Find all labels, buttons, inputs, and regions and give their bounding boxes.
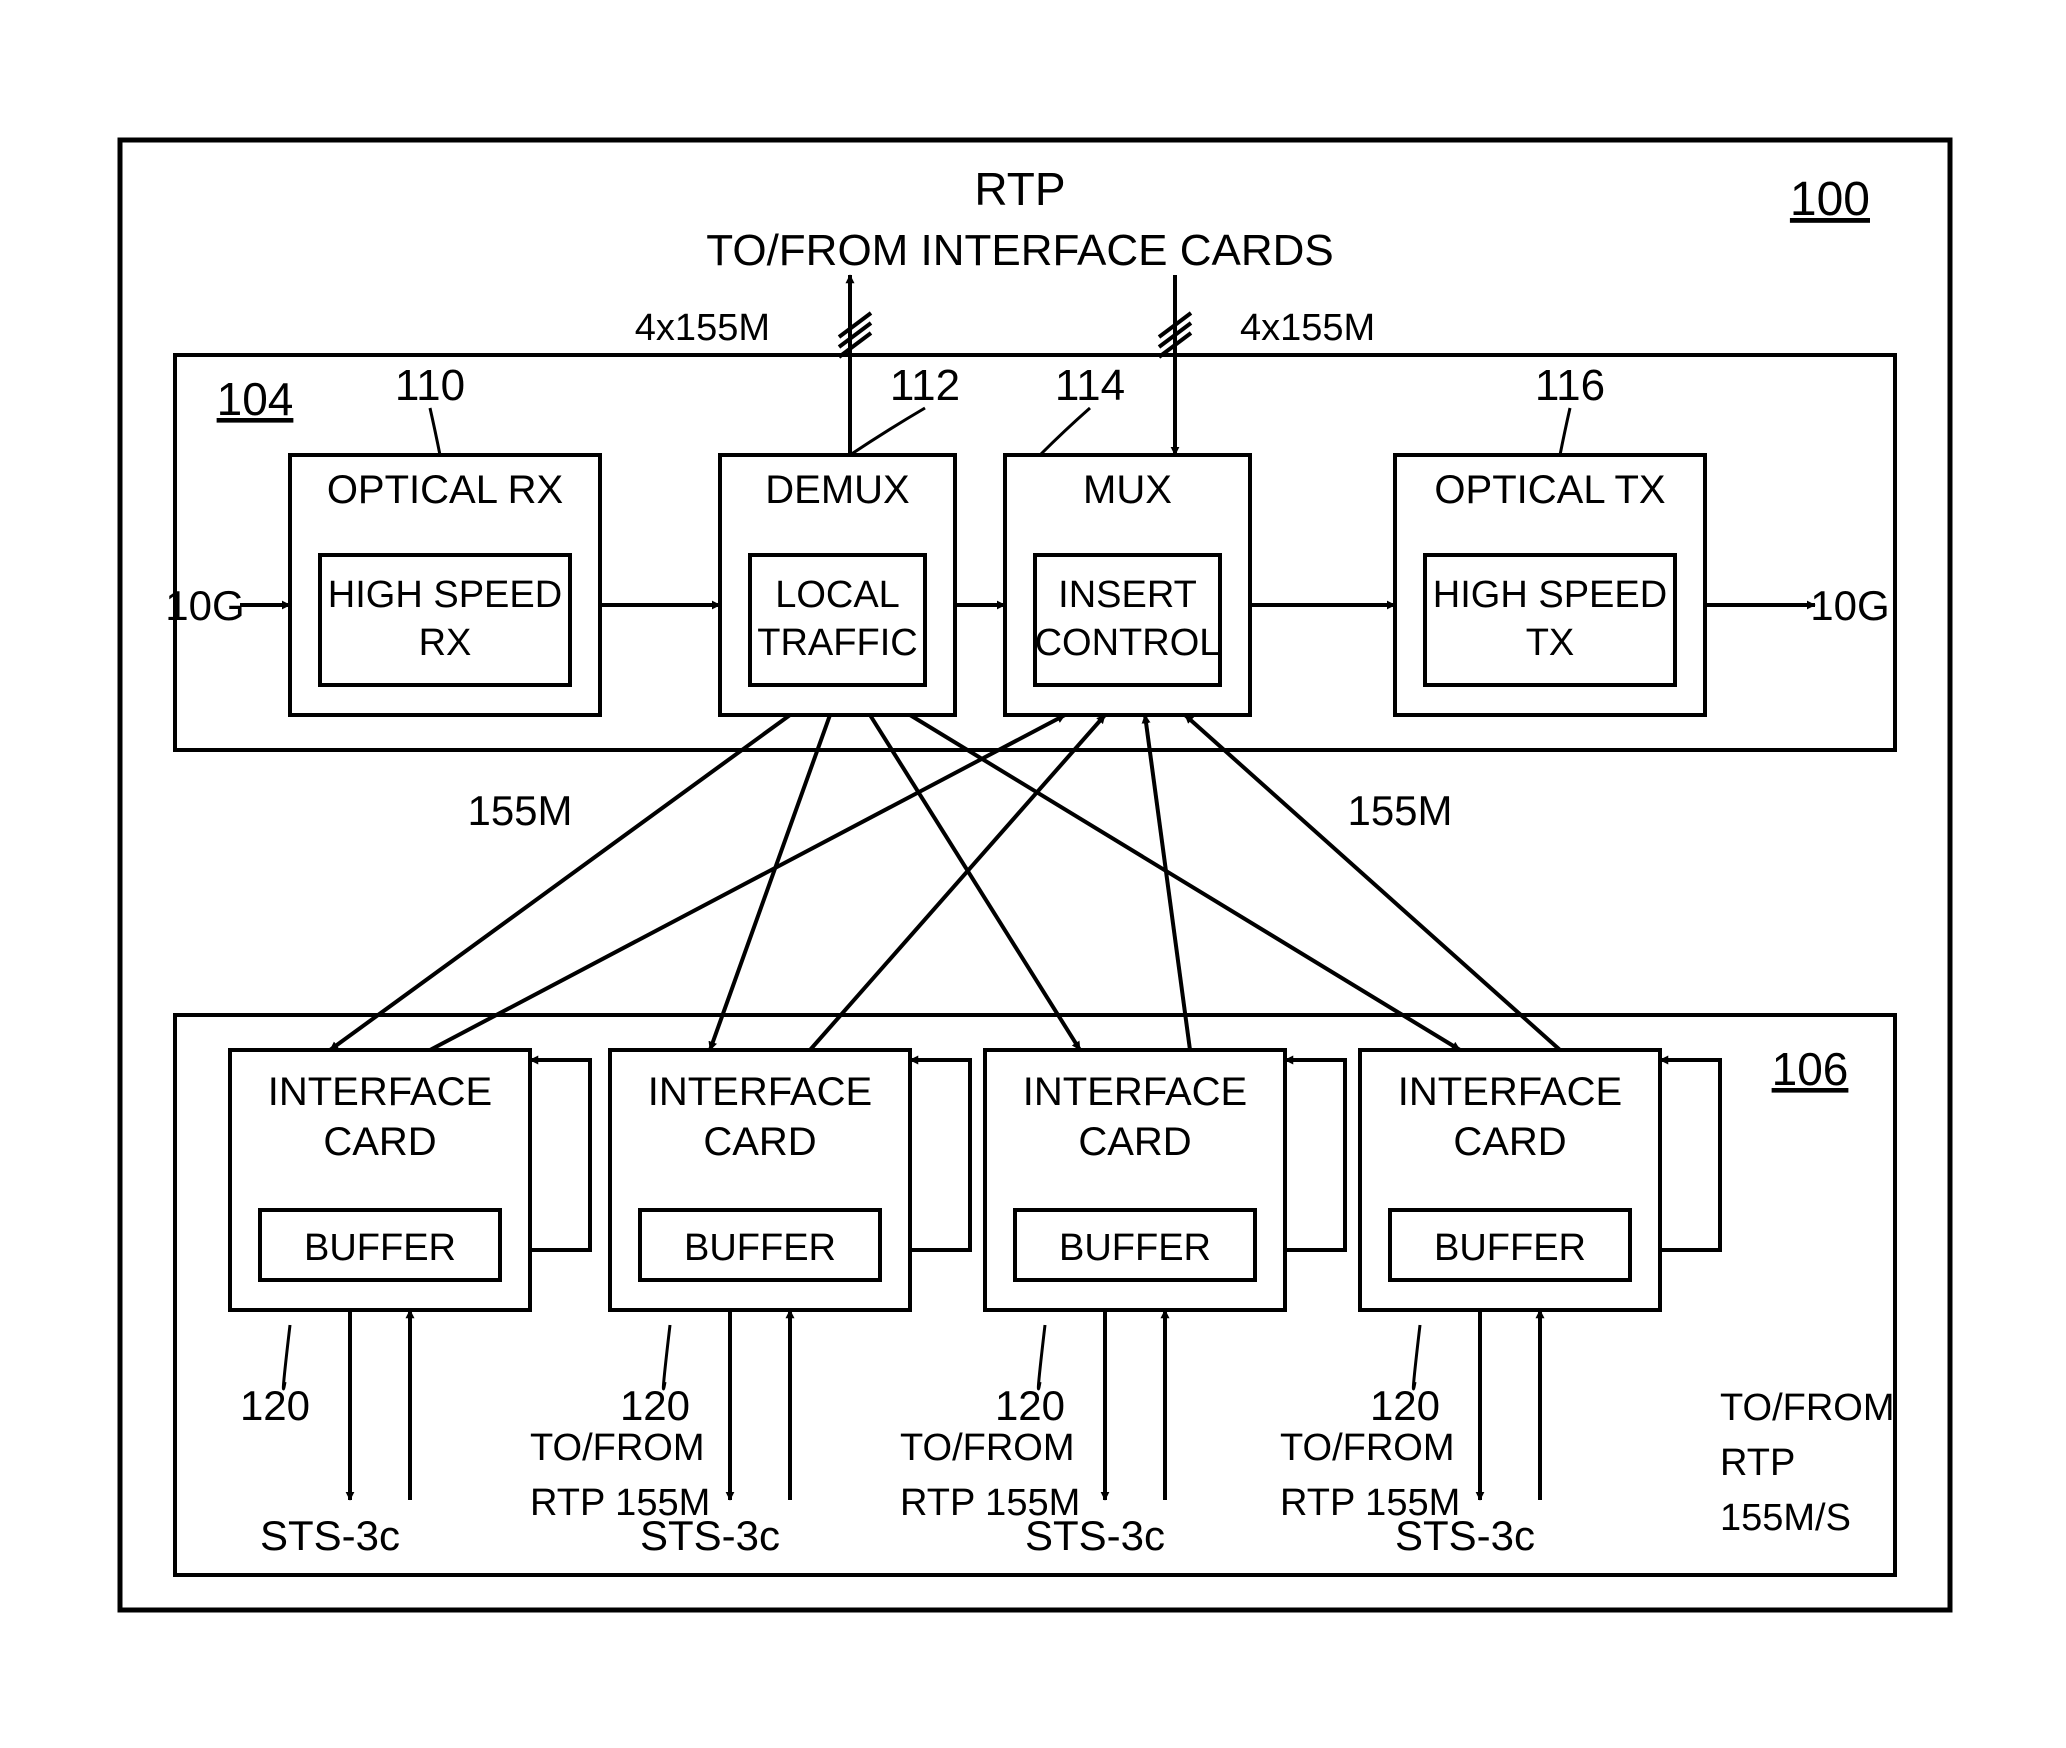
block-title-b116: OPTICAL TX xyxy=(1434,468,1665,512)
loop-l3-3: 155M/S xyxy=(1720,1497,1851,1539)
label-4x155m-right: 4x155M xyxy=(1240,307,1375,349)
card-l2-3: CARD xyxy=(1453,1120,1566,1164)
card-l1-2: INTERFACE xyxy=(1023,1070,1247,1114)
buffer-label-0: BUFFER xyxy=(304,1227,456,1269)
leader-120-3 xyxy=(1413,1325,1420,1389)
leader-114 xyxy=(1040,408,1090,455)
loop-l2-2: RTP 155M xyxy=(1280,1482,1460,1524)
rtp-block-diagram: RTP TO/FROM INTERFACE CARDS 100 104 106 110 11… xyxy=(0,0,2066,1748)
lead-120-2: 120 xyxy=(995,1382,1065,1429)
inner-l2-b116: TX xyxy=(1526,622,1575,664)
buffer-label-3: BUFFER xyxy=(1434,1227,1586,1269)
inner-l1-b110: HIGH SPEED xyxy=(328,574,562,616)
loopback-1 xyxy=(910,1060,970,1250)
lead-116: 116 xyxy=(1535,361,1605,410)
upper-group-104 xyxy=(175,355,1895,750)
demux-fanout-1 xyxy=(710,715,830,1050)
loopback-2 xyxy=(1285,1060,1345,1250)
title-rtp: RTP xyxy=(974,163,1065,215)
ref-104: 104 xyxy=(217,373,294,425)
sts-label-0: STS-3c xyxy=(260,1512,400,1559)
block-title-b110: OPTICAL RX xyxy=(327,468,563,512)
card-l1-1: INTERFACE xyxy=(648,1070,872,1114)
leader-112 xyxy=(850,408,925,455)
lead-120-0: 120 xyxy=(240,1382,310,1429)
demux-fanout-0 xyxy=(330,715,790,1050)
loopback-3 xyxy=(1660,1060,1720,1250)
inner-l2-b114: CONTROL xyxy=(1035,622,1221,664)
block-title-b114: MUX xyxy=(1083,468,1172,512)
block-title-b112: DEMUX xyxy=(765,468,909,512)
ref-100: 100 xyxy=(1790,173,1870,226)
leader-120-2 xyxy=(1038,1325,1045,1389)
leader-120-0 xyxy=(283,1325,290,1389)
label-155m-right: 155M xyxy=(1347,787,1452,834)
leader-120-1 xyxy=(663,1325,670,1389)
card-l1-3: INTERFACE xyxy=(1398,1070,1622,1114)
inner-l1-b112: LOCAL xyxy=(775,574,900,616)
card-l2-2: CARD xyxy=(1078,1120,1191,1164)
lead-120-3: 120 xyxy=(1370,1382,1440,1429)
label-10g-out: 10G xyxy=(1810,582,1889,629)
card-l2-0: CARD xyxy=(323,1120,436,1164)
loop-l1-0: TO/FROM xyxy=(530,1427,705,1469)
loop-l1-1: TO/FROM xyxy=(900,1427,1075,1469)
loopback-0 xyxy=(530,1060,590,1250)
card-l2-1: CARD xyxy=(703,1120,816,1164)
loop-l2-1: RTP 155M xyxy=(900,1482,1080,1524)
buffer-label-2: BUFFER xyxy=(1059,1227,1211,1269)
mux-fanin-1 xyxy=(810,715,1105,1050)
loop-l1-3: TO/FROM xyxy=(1720,1387,1895,1429)
inner-l1-b116: HIGH SPEED xyxy=(1433,574,1667,616)
lead-112: 112 xyxy=(890,361,960,410)
label-155m-left: 155M xyxy=(467,787,572,834)
buffer-label-1: BUFFER xyxy=(684,1227,836,1269)
subtitle: TO/FROM INTERFACE CARDS xyxy=(706,226,1333,275)
loop-l1-2: TO/FROM xyxy=(1280,1427,1455,1469)
lead-120-1: 120 xyxy=(620,1382,690,1429)
label-4x155m-left: 4x155M xyxy=(635,307,770,349)
leader-110 xyxy=(430,408,440,455)
inner-l1-b114: INSERT xyxy=(1058,574,1197,616)
loop-l2-0: RTP 155M xyxy=(530,1482,710,1524)
lead-110: 110 xyxy=(395,361,465,410)
mux-fanin-3 xyxy=(1185,715,1560,1050)
leader-116 xyxy=(1560,408,1570,455)
demux-fanout-2 xyxy=(870,715,1080,1050)
inner-l2-b110: RX xyxy=(419,622,472,664)
card-l1-0: INTERFACE xyxy=(268,1070,492,1114)
lead-114: 114 xyxy=(1055,361,1125,410)
mux-fanin-0 xyxy=(430,715,1065,1050)
label-10g-in: 10G xyxy=(165,582,244,629)
ref-106: 106 xyxy=(1772,1043,1849,1095)
inner-l2-b112: TRAFFIC xyxy=(757,622,917,664)
loop-l2-3: RTP xyxy=(1720,1442,1795,1484)
